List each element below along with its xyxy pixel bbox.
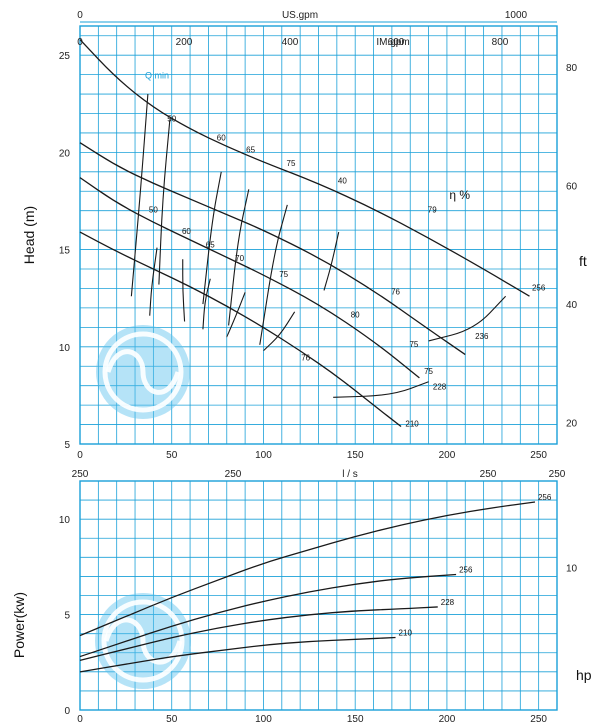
- pump-logo-icon: [95, 593, 191, 689]
- head-y-tick-label: 10: [59, 343, 71, 354]
- head-y-tick-label: 15: [59, 246, 71, 257]
- efficiency-line: [228, 189, 250, 326]
- power-y-axis-title: Power(kw): [11, 592, 27, 658]
- power-top-label: 250: [549, 469, 566, 480]
- usgpm-tick-label: 1000: [505, 10, 528, 21]
- impeller-diameter-label: 210: [405, 420, 419, 429]
- power-x-tick-label: 200: [439, 714, 456, 725]
- efficiency-label: 79: [428, 206, 437, 215]
- power-y-tick-label: 0: [64, 706, 70, 717]
- efficiency-line: [226, 292, 246, 338]
- head-y-tick-label: 20: [59, 148, 71, 159]
- efficiency-label: 65: [206, 241, 215, 250]
- head-y-tick-label: 25: [59, 51, 71, 62]
- ft-tick-label: 20: [566, 419, 578, 430]
- ft-tick-label: 40: [566, 300, 578, 311]
- head-x-tick-label: 200: [439, 450, 456, 461]
- head-curve-236: [79, 142, 466, 356]
- imgpm-axis-title: IM.gpm: [376, 37, 409, 48]
- power-curve-256: [79, 501, 536, 637]
- power-top-label: 250: [480, 469, 497, 480]
- impeller-diameter-label: 236: [475, 332, 489, 341]
- head-y-tick-label: 5: [64, 440, 70, 451]
- efficiency-label: 76: [301, 353, 310, 362]
- head-curve-228: [79, 177, 420, 379]
- power-y-tick-label: 5: [64, 611, 70, 622]
- head-curve-256: [79, 39, 530, 297]
- power-curve-256: [79, 573, 457, 658]
- impeller-diameter-label: 256: [532, 283, 546, 292]
- ft-axis-title: ft: [579, 253, 587, 269]
- imgpm-tick-label: 200: [176, 37, 193, 48]
- efficiency-label: 75: [409, 340, 418, 349]
- efficiency-label: 60: [217, 134, 226, 143]
- efficiency-label: 75: [279, 270, 288, 279]
- efficiency-label: 50: [149, 206, 158, 215]
- efficiency-label: 75: [287, 159, 296, 168]
- efficiency-line: [323, 231, 340, 291]
- ft-tick-label: 60: [566, 182, 578, 193]
- power-x-tick-label: 50: [166, 714, 178, 725]
- efficiency-line: [262, 311, 296, 352]
- efficiency-label: 60: [182, 227, 191, 236]
- head-plot-border: [79, 25, 558, 445]
- head-x-tick-label: 100: [255, 450, 272, 461]
- power-top-label: l / s: [342, 469, 358, 480]
- power-y-tick-label: 10: [59, 515, 71, 526]
- pump-logo-icon: [96, 325, 190, 419]
- head-x-tick-label: 250: [530, 450, 547, 461]
- hp-tick-label: 10: [566, 564, 578, 575]
- efficiency-line: [202, 278, 211, 330]
- efficiency-line: [149, 247, 158, 316]
- efficiency-label: 65: [246, 145, 255, 154]
- power-curve-label: 228: [441, 598, 455, 607]
- efficiency-label: 40: [338, 176, 347, 185]
- power-curve-label: 256: [538, 493, 552, 502]
- power-x-tick-label: 100: [255, 714, 272, 725]
- efficiency-line: [333, 381, 429, 398]
- imgpm-tick-label: 400: [282, 37, 299, 48]
- power-top-label: 250: [72, 469, 89, 480]
- imgpm-tick-label: 600: [388, 37, 405, 48]
- qmin-label: Q min: [145, 70, 169, 80]
- efficiency-label: 80: [351, 311, 360, 320]
- head-x-tick-label: 0: [77, 450, 83, 461]
- power-curve-label: 256: [459, 566, 473, 575]
- head-x-tick-label: 150: [347, 450, 364, 461]
- power-x-tick-label: 250: [530, 714, 547, 725]
- hp-axis-title: hp: [576, 667, 592, 683]
- efficiency-label: 75: [424, 367, 433, 376]
- power-top-label: 250: [225, 469, 242, 480]
- power-plot-border: [79, 480, 558, 711]
- efficiency-line: [182, 259, 186, 322]
- efficiency-label: 70: [235, 254, 244, 263]
- power-curve-210: [79, 636, 396, 673]
- usgpm-tick-label: 0: [77, 10, 83, 21]
- usgpm-axis-title: US.gpm: [282, 10, 318, 21]
- efficiency-line: [202, 171, 222, 305]
- power-curve-228: [79, 606, 438, 662]
- efficiency-line: [259, 204, 288, 345]
- eta-label: η %: [449, 188, 470, 202]
- head-curve-210: [79, 231, 402, 428]
- power-x-tick-label: 150: [347, 714, 364, 725]
- power-x-tick-label: 0: [77, 714, 83, 725]
- efficiency-label: 50: [167, 114, 176, 123]
- impeller-diameter-label: 228: [433, 383, 447, 392]
- imgpm-tick-label: 800: [492, 37, 509, 48]
- efficiency-line: [428, 295, 507, 342]
- head-x-tick-label: 50: [166, 450, 178, 461]
- efficiency-line: [158, 119, 171, 285]
- power-curve-label: 210: [399, 628, 413, 637]
- imgpm-tick-label: 0: [77, 37, 83, 48]
- head-y-axis-title: Head (m): [21, 206, 37, 264]
- efficiency-line: [130, 94, 149, 297]
- ft-tick-label: 80: [566, 63, 578, 74]
- efficiency-label: 76: [391, 287, 400, 296]
